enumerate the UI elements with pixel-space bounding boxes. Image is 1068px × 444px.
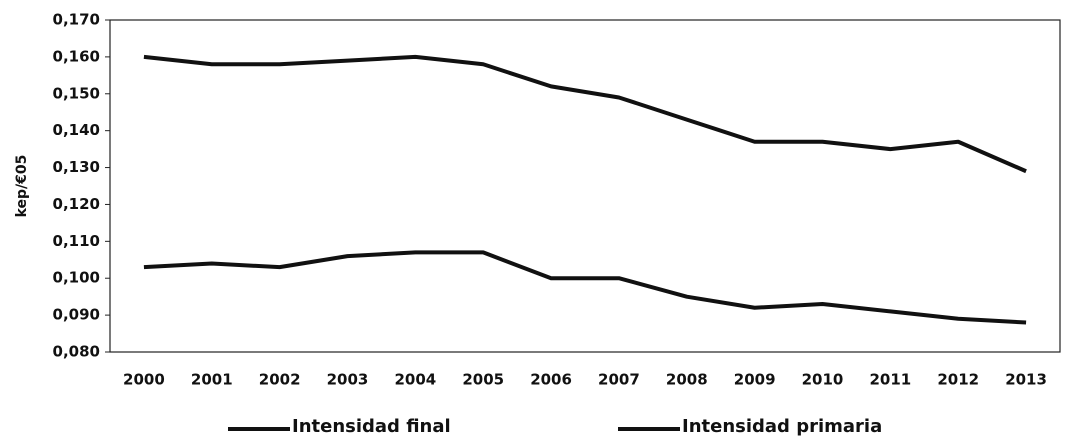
x-tick-label: 2007 xyxy=(598,371,640,389)
x-tick-label: 2003 xyxy=(327,371,369,389)
x-tick-label: 2012 xyxy=(937,371,979,389)
x-tick-label: 2013 xyxy=(1005,371,1047,389)
x-tick-label: 2001 xyxy=(191,371,233,389)
x-tick-label: 2009 xyxy=(734,371,776,389)
y-tick-label: 0,080 xyxy=(53,343,100,361)
y-tick-label: 0,090 xyxy=(53,306,100,324)
y-tick-label: 0,110 xyxy=(53,232,100,250)
series-line xyxy=(143,250,1027,325)
x-tick-label: 2010 xyxy=(802,371,844,389)
y-tick-label: 0,160 xyxy=(53,47,100,65)
y-tick-label: 0,130 xyxy=(53,158,100,176)
x-tick-label: 2000 xyxy=(123,371,165,389)
x-tick-label: 2006 xyxy=(530,371,572,389)
y-tick-label: 0,100 xyxy=(53,269,100,287)
legend-label: Intensidad primaria xyxy=(682,416,882,437)
x-tick-label: 2011 xyxy=(869,371,911,389)
series-line xyxy=(143,54,1027,174)
y-tick-label: 0,170 xyxy=(53,11,100,29)
x-tick-label: 2005 xyxy=(462,371,504,389)
y-tick-label: 0,140 xyxy=(53,121,100,139)
y-tick-label: 0,150 xyxy=(53,84,100,102)
x-tick-label: 2002 xyxy=(259,371,301,389)
y-axis-label: kep/€05 xyxy=(14,155,30,218)
plot-frame xyxy=(109,19,1061,353)
legend-label: Intensidad final xyxy=(292,416,451,437)
x-tick-label: 2004 xyxy=(394,371,436,389)
y-tick-label: 0,120 xyxy=(53,195,100,213)
x-tick-label: 2008 xyxy=(666,371,708,389)
